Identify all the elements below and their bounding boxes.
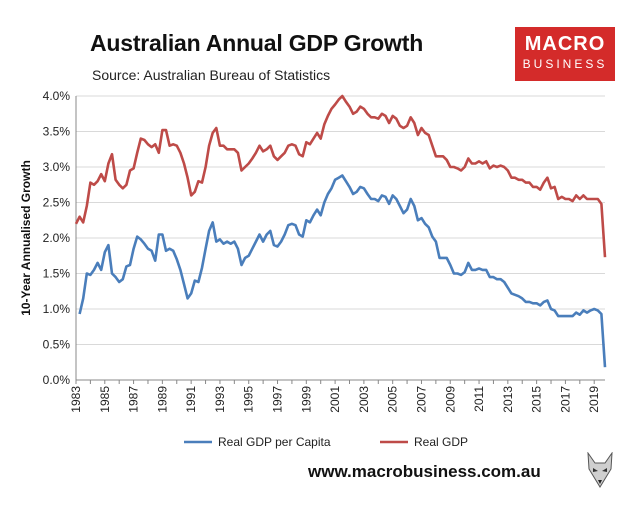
y-tick-labels: 0.0% 0.5% 1.0% 1.5% 2.0% 2.5% 3.0% 3.5% 4.0% — [43, 89, 71, 387]
x-tick-label: 2007 — [414, 386, 428, 413]
axes — [75, 96, 605, 384]
y-tick-label: 1.0% — [43, 302, 71, 316]
y-axis-label: 10-Year Annualised Growth — [19, 160, 33, 316]
gridlines — [76, 95, 605, 345]
x-tick-label: 2003 — [357, 386, 371, 413]
x-tick-label: 2013 — [501, 386, 515, 413]
x-tick-label: 1993 — [213, 386, 227, 413]
y-tick-label: 2.0% — [43, 231, 71, 245]
series-line-real-gdp-per-capita — [78, 174, 607, 368]
x-tick-label: 1987 — [127, 386, 141, 413]
y-tick-label: 0.0% — [43, 373, 71, 387]
y-tick-label: 1.5% — [43, 267, 71, 281]
x-tick-label: 2017 — [558, 386, 572, 413]
x-tick-label: 2005 — [386, 386, 400, 413]
x-tick-label: 1989 — [155, 386, 169, 413]
x-tick-label: 2001 — [328, 386, 342, 413]
series-line-real-gdp — [74, 94, 607, 258]
y-tick-label: 2.5% — [43, 196, 71, 210]
chart-source: Source: Australian Bureau of Statistics — [92, 67, 331, 83]
y-tick-label: 3.0% — [43, 160, 71, 174]
x-tick-label: 1997 — [271, 386, 285, 413]
website-url: www.macrobusiness.com.au — [308, 462, 541, 481]
y-tick-label: 3.5% — [43, 125, 71, 139]
legend-label: Real GDP — [414, 435, 468, 449]
logo-line-1: MACRO — [524, 33, 606, 55]
x-tick-label: 2011 — [472, 386, 486, 412]
fox-mascot-icon — [587, 452, 613, 488]
x-tick-labels: 1983 1985 1987 1989 1991 1993 1995 1997 1999 2001… — [69, 386, 601, 413]
x-tick-label: 1999 — [299, 386, 313, 413]
x-tick-label: 2019 — [587, 386, 601, 413]
y-tick-label: 4.0% — [43, 89, 71, 103]
x-tick-label: 1983 — [69, 386, 83, 413]
x-tick-label: 2009 — [443, 386, 457, 413]
y-tick-label: 0.5% — [43, 338, 71, 352]
logo-line-2: BUSINESS — [522, 57, 608, 71]
x-tick-label: 1985 — [98, 386, 112, 413]
chart-title: Australian Annual GDP Growth — [90, 30, 424, 56]
x-tick-label: 2015 — [530, 386, 544, 413]
x-tick-label: 1991 — [184, 386, 198, 413]
macrobusiness-logo: MACRO BUSINESS — [515, 27, 615, 81]
legend: Real GDP per Capita Real GDP — [184, 435, 468, 449]
x-tick-label: 1995 — [242, 386, 256, 413]
series-lines — [74, 94, 607, 368]
legend-label: Real GDP per Capita — [218, 435, 331, 449]
